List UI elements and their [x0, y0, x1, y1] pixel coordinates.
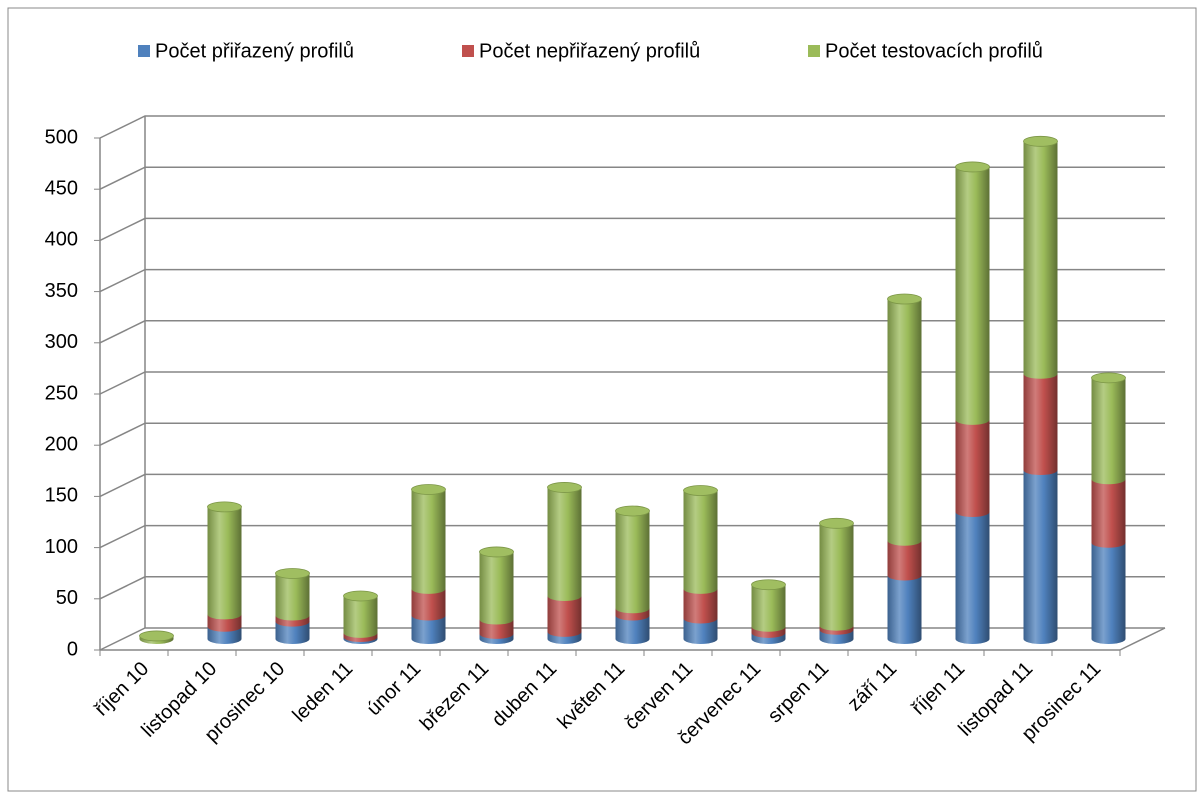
bar-segment: [207, 501, 242, 620]
bar-segment: [1023, 136, 1058, 379]
bar-segment: [955, 507, 990, 644]
bar-segment: [343, 590, 378, 638]
bar-segment: [683, 583, 718, 624]
bar-segment: [887, 535, 922, 581]
bar-segment: [1091, 537, 1126, 644]
y-tick-label: 0: [67, 638, 78, 660]
y-tick-label: 300: [45, 331, 78, 353]
legend-label: Počet testovacích profilů: [825, 40, 1043, 62]
floor-edge: [1119, 627, 1166, 651]
bar-segment: [955, 414, 990, 518]
y-tick-label: 150: [45, 485, 78, 507]
bar-segment: [887, 570, 922, 644]
bar-cap: [683, 485, 718, 496]
bar-segment: [683, 485, 718, 594]
y-tick-label: 400: [45, 229, 78, 251]
bar-segment: [887, 294, 922, 546]
bar-segment: [751, 579, 786, 632]
bar-cap: [479, 546, 514, 558]
bar-cap: [343, 590, 378, 602]
bar-segment: [1091, 474, 1126, 548]
y-tick-label: 250: [45, 382, 78, 404]
bar-cap: [411, 484, 446, 495]
bar-cap: [887, 293, 922, 305]
y-tick-label: 200: [45, 433, 78, 455]
bar-cap: [275, 568, 310, 579]
bar-cap: [955, 161, 990, 173]
y-tick-label: 350: [45, 280, 78, 302]
bar-segment: [275, 568, 310, 621]
bar-cap: [615, 505, 650, 517]
bar-segment: [411, 484, 446, 594]
bar-segment: [1023, 368, 1058, 476]
bar-segment: [479, 546, 514, 625]
bar-segment: [615, 506, 650, 614]
bar-cap: [207, 501, 242, 513]
legend-swatch: [138, 45, 150, 57]
bar-cap: [1091, 372, 1126, 384]
legend-swatch: [462, 45, 474, 57]
bar-segment: [547, 590, 582, 637]
legend-label: Počet přiřazený profilů: [155, 40, 354, 62]
legend-swatch: [808, 45, 820, 57]
y-tick-label: 50: [56, 587, 78, 609]
bar-cap: [547, 482, 582, 493]
bar-cap: [139, 630, 174, 642]
bar-segment: [1023, 465, 1058, 644]
bar-segment: [819, 518, 854, 631]
bar-segment: [1091, 372, 1126, 485]
bar-cap: [1023, 135, 1058, 147]
bar-segment: [547, 482, 582, 601]
y-tick-label: 500: [45, 126, 78, 148]
bar-cap: [819, 517, 854, 529]
bar-segment: [955, 161, 990, 425]
legend-label: Počet nepřiřazený profilů: [479, 40, 700, 62]
bar-cap: [751, 579, 786, 591]
y-tick-label: 100: [45, 536, 78, 558]
y-tick-label: 450: [45, 177, 78, 199]
chart-frame: [7, 7, 1197, 792]
